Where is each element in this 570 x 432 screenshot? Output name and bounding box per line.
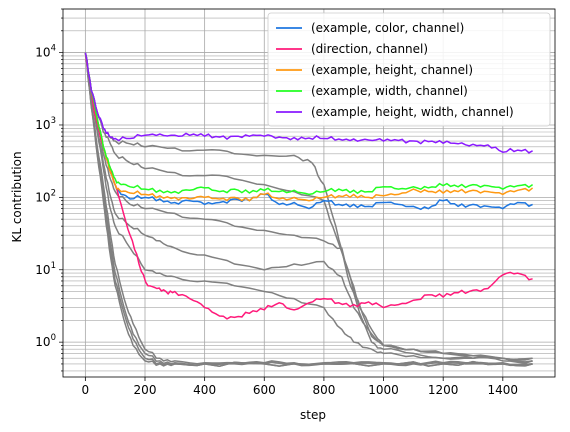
series-lines (84, 52, 534, 320)
legend-label: (example, height, width, channel) (311, 105, 514, 119)
x-axis-ticks: 0 200 400 600 800 1000 1200 1400 (82, 377, 519, 397)
x-tick-label: 1200 (428, 383, 459, 397)
series-line-1 (84, 52, 533, 320)
x-axis-label: step (300, 408, 326, 422)
background-run-line (84, 52, 533, 363)
legend-label: (example, height, channel) (311, 63, 473, 77)
x-tick-label: 800 (312, 383, 335, 397)
y-axis-label: KL contribution (10, 151, 24, 242)
legend: (example, color, channel) (direction, cha… (267, 12, 551, 127)
background-run-line (84, 52, 533, 366)
background-run-line (84, 52, 533, 367)
series-line-3 (84, 52, 534, 196)
y-axis-ticks: 100 101 102 103 104 (35, 8, 63, 372)
legend-box (267, 12, 551, 127)
y-tick-label: 103 (35, 116, 56, 132)
series-line-2 (84, 52, 534, 202)
y-tick-label: 104 (35, 44, 56, 60)
legend-label: (example, width, channel) (311, 84, 468, 98)
y-tick-label: 100 (35, 333, 56, 349)
y-tick-label: 101 (35, 261, 56, 277)
y-tick-label: 102 (35, 188, 56, 204)
series-line-0 (84, 52, 533, 211)
x-tick-label: 600 (253, 383, 276, 397)
x-tick-label: 1000 (368, 383, 399, 397)
legend-label: (direction, channel) (311, 42, 428, 56)
series-line-4 (84, 52, 533, 154)
plot-frame (62, 8, 556, 378)
legend-label: (example, color, channel) (311, 21, 464, 35)
x-tick-label: 400 (193, 383, 216, 397)
background-runs (84, 52, 533, 367)
x-tick-label: 200 (134, 383, 157, 397)
x-tick-label: 1400 (488, 383, 519, 397)
background-run-line (84, 52, 533, 361)
x-tick-label: 0 (82, 383, 90, 397)
